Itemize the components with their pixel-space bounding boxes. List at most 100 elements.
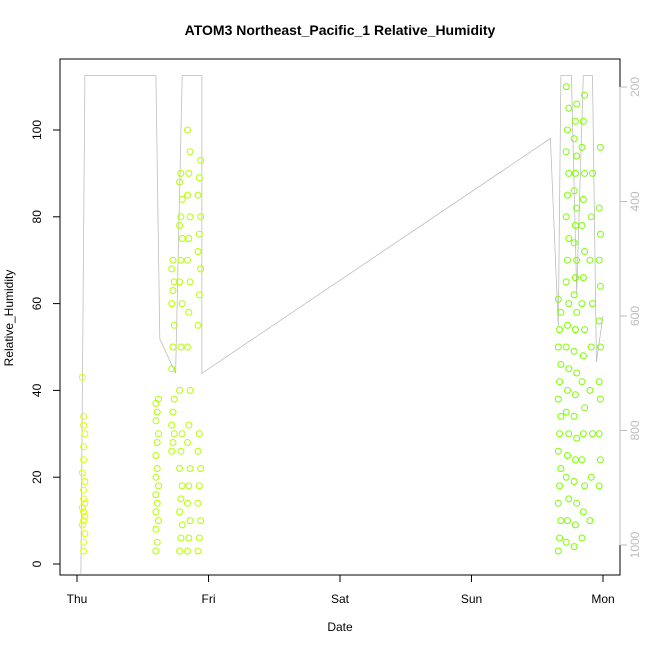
- data-point: [556, 326, 564, 334]
- data-point: [186, 517, 194, 525]
- data-point: [169, 408, 177, 416]
- data-point: [557, 517, 565, 525]
- y-tick-label: 0: [30, 560, 44, 567]
- y-tick-label: 40: [30, 383, 44, 397]
- data-point: [169, 439, 177, 446]
- data-point: [178, 235, 186, 242]
- data-point: [178, 521, 186, 529]
- data-point: [556, 378, 564, 386]
- data-point: [177, 534, 185, 542]
- data-point: [81, 512, 89, 520]
- data-point: [152, 452, 160, 459]
- data-point: [185, 534, 193, 542]
- data-point: [152, 491, 160, 499]
- data-point: [596, 395, 604, 403]
- data-point: [589, 169, 596, 177]
- axes-layer: Thu Fri Sat Sun Mon 0 20 40 60 80 100 200 400 600 800 1…: [30, 77, 642, 606]
- data-point: [570, 478, 578, 485]
- data-point: [589, 300, 596, 308]
- data-point: [581, 169, 589, 177]
- data-point: [78, 373, 86, 381]
- data-point: [578, 300, 586, 308]
- data-point: [581, 482, 589, 490]
- x-tick-label: Thu: [67, 592, 88, 606]
- data-point: [78, 469, 86, 477]
- data-point: [595, 204, 603, 212]
- data-point: [571, 391, 579, 399]
- data-point: [565, 300, 573, 308]
- data-point: [170, 278, 178, 286]
- data-point: [195, 291, 203, 299]
- data-point: [581, 326, 589, 334]
- data-point: [573, 256, 581, 264]
- data-point: [578, 534, 586, 542]
- data-point: [152, 508, 160, 516]
- data-point: [562, 278, 570, 286]
- data-point: [80, 443, 88, 451]
- data-point: [554, 395, 562, 403]
- data-point: [581, 248, 589, 255]
- data-point: [587, 213, 595, 221]
- data-point: [571, 521, 579, 529]
- data-point: [564, 126, 571, 134]
- data-point: [197, 156, 205, 164]
- data-point: [168, 300, 176, 308]
- points-layer: [78, 83, 604, 555]
- data-point: [176, 465, 184, 472]
- data-point: [186, 278, 194, 286]
- data-point: [554, 295, 562, 303]
- data-point: [195, 230, 203, 238]
- data-point: [80, 547, 88, 555]
- data-point: [155, 395, 162, 403]
- data-point: [554, 499, 562, 507]
- data-point: [194, 191, 202, 199]
- data-point: [153, 465, 161, 472]
- data-point: [185, 421, 193, 429]
- data-point: [195, 534, 203, 542]
- data-point: [81, 499, 89, 507]
- data-point: [562, 83, 570, 91]
- data-point: [153, 499, 161, 507]
- data-point: [194, 447, 202, 455]
- data-point: [176, 178, 184, 186]
- data-point: [186, 465, 194, 472]
- data-point: [80, 508, 88, 516]
- data-point: [194, 547, 202, 555]
- data-point: [556, 430, 564, 438]
- data-point: [195, 174, 203, 182]
- data-point: [578, 378, 586, 386]
- data-point: [578, 143, 586, 151]
- data-point: [573, 152, 581, 160]
- data-point: [197, 265, 205, 273]
- data-point: [565, 104, 573, 112]
- data-point: [557, 465, 565, 472]
- data-point: [184, 343, 191, 351]
- data-point: [78, 521, 86, 529]
- data-point: [589, 430, 596, 438]
- data-point: [565, 365, 573, 373]
- data-point: [570, 543, 578, 551]
- data-point: [562, 538, 570, 546]
- data-point: [596, 230, 604, 238]
- data-point: [80, 421, 88, 429]
- data-point: [573, 434, 581, 442]
- data-point: [197, 465, 205, 472]
- data-point: [570, 291, 578, 299]
- data-point: [195, 482, 203, 490]
- data-point: [573, 499, 581, 507]
- data-point: [570, 347, 578, 355]
- data-point: [596, 456, 604, 464]
- right-tick-label: 600: [628, 306, 642, 326]
- x-tick-label: Sat: [331, 592, 350, 606]
- data-point: [571, 169, 579, 177]
- data-point: [80, 538, 88, 546]
- data-point: [186, 386, 194, 394]
- data-point: [581, 91, 589, 99]
- data-point: [81, 430, 89, 438]
- data-point: [184, 126, 191, 134]
- data-point: [197, 213, 205, 221]
- data-point: [571, 274, 579, 282]
- data-point: [565, 169, 573, 177]
- right-tick-label: 800: [628, 420, 642, 440]
- data-point: [178, 195, 186, 203]
